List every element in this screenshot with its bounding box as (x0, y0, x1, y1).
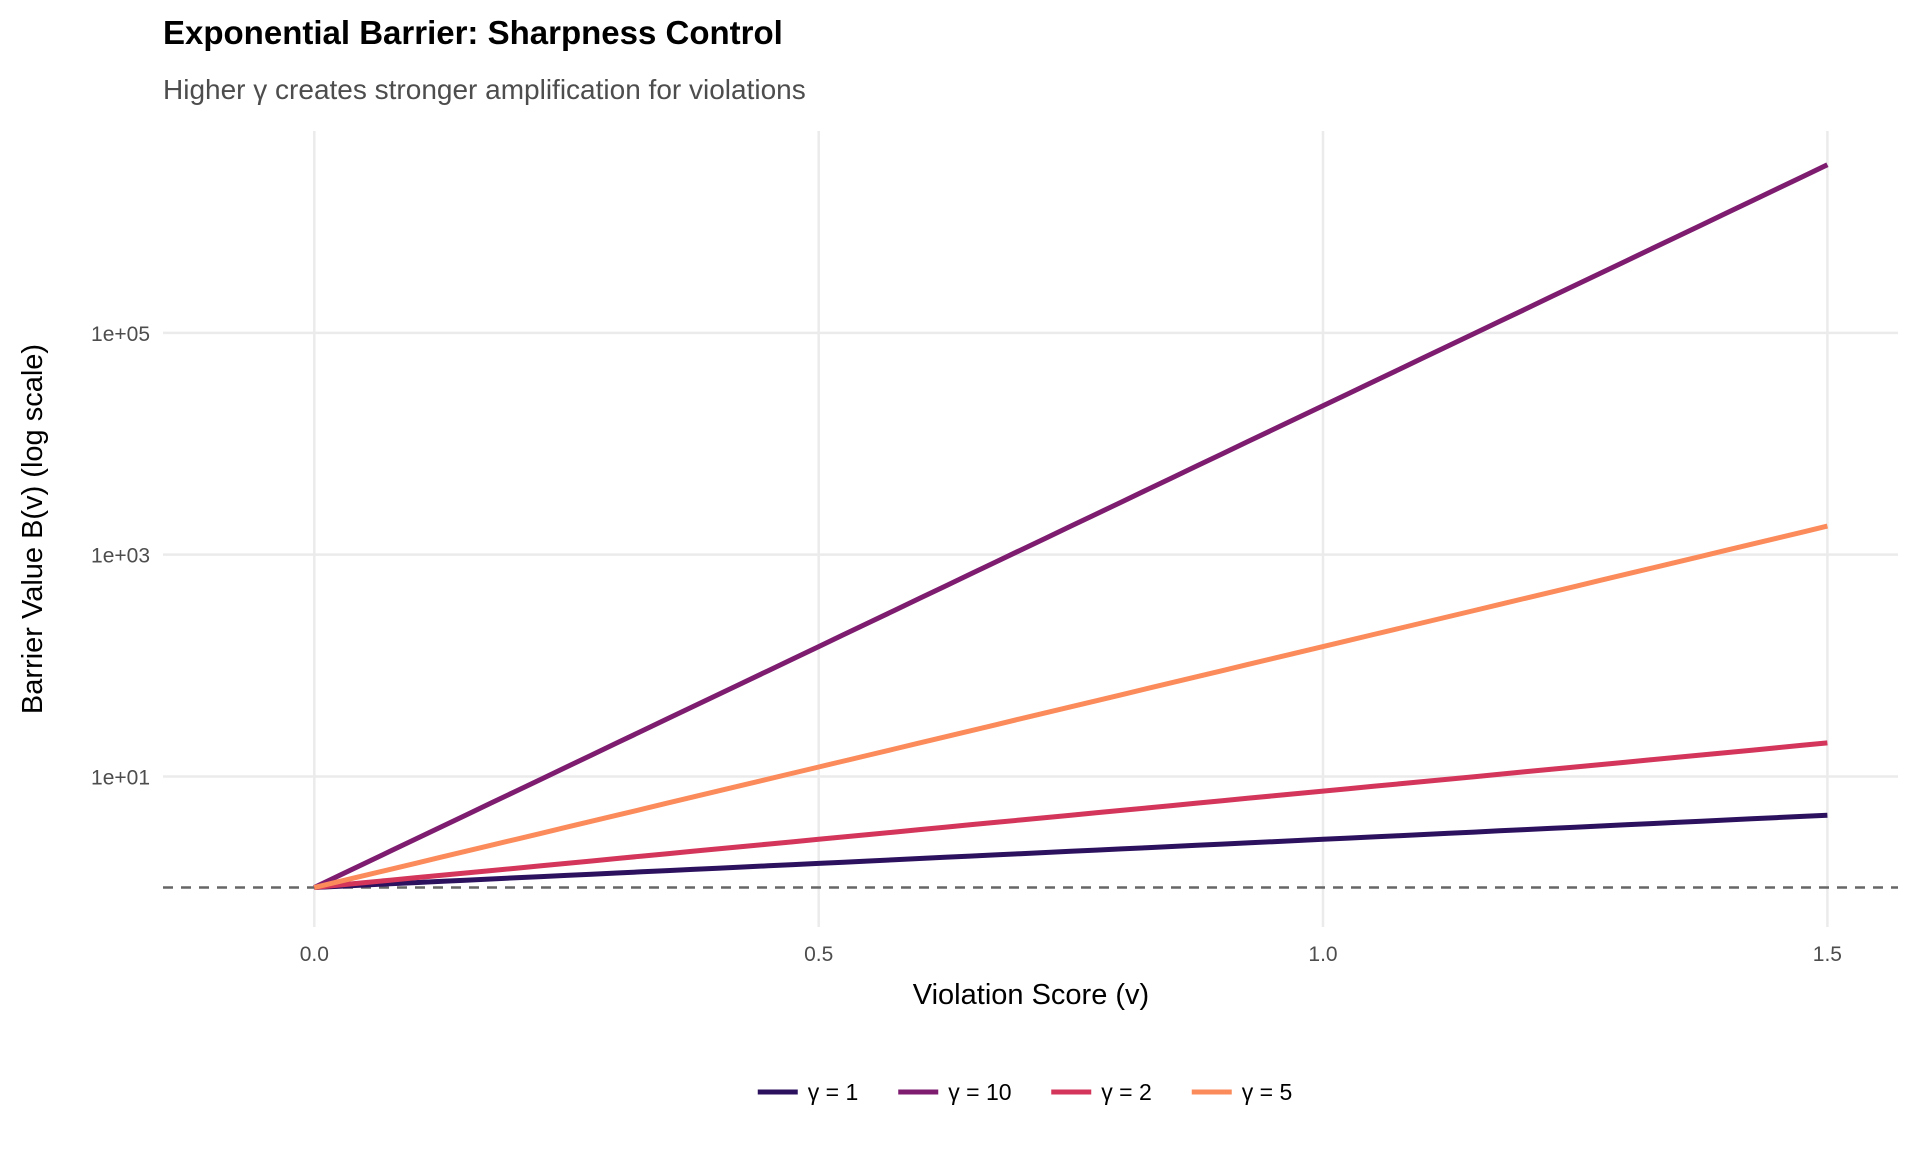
y-tick-label: 1e+01 (91, 767, 150, 790)
x-tick-label: 0.0 (300, 943, 329, 966)
legend-label: γ = 10 (948, 1079, 1011, 1105)
series-line (314, 812, 1828, 890)
series-line (313, 523, 1828, 890)
legend-label: γ = 5 (1242, 1079, 1293, 1105)
legend-label: γ = 2 (1101, 1079, 1152, 1105)
y-tick-label: 1e+05 (91, 323, 150, 346)
y-tick-label: 1e+03 (91, 545, 150, 568)
x-tick-label: 1.0 (1308, 943, 1337, 966)
x-tick-label: 1.5 (1813, 943, 1842, 966)
chart-title: Exponential Barrier: Sharpness Control (163, 14, 783, 51)
x-axis-title: Violation Score (v) (913, 979, 1149, 1011)
y-axis-title: Barrier Value B(v) (log scale) (17, 344, 49, 714)
series-line (314, 740, 1828, 890)
x-tick-label: 0.5 (804, 943, 833, 966)
chart-subtitle: Higher γ creates stronger amplification … (163, 74, 806, 105)
legend: γ = 1 γ = 10 γ = 2 γ = 5 (757, 1079, 1293, 1105)
series-line (313, 162, 1829, 890)
legend-label: γ = 1 (808, 1079, 859, 1105)
